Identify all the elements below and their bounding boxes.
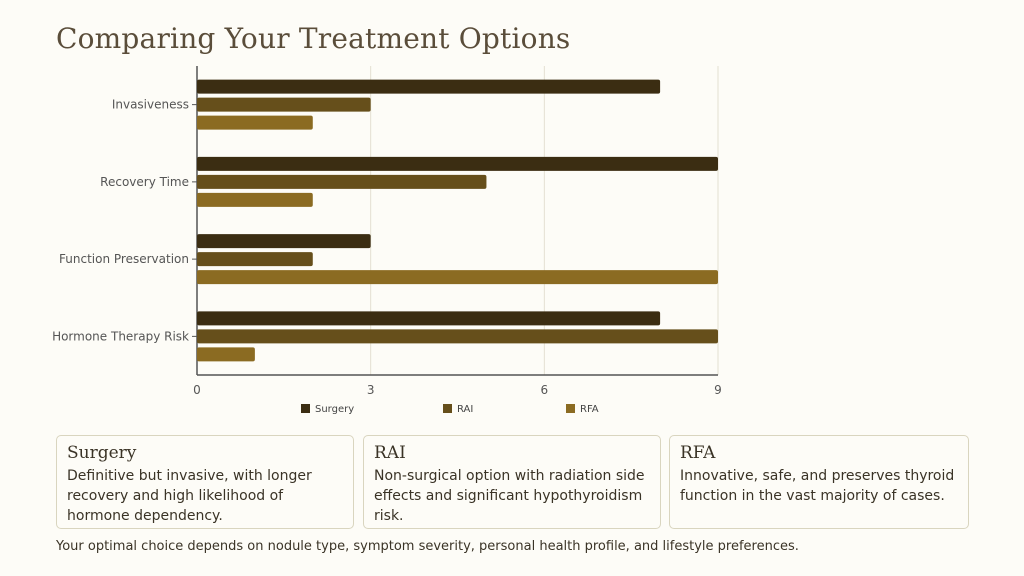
legend-label-surgery: Surgery [315, 404, 354, 415]
legend-label-rfa: RFA [580, 404, 599, 415]
card-surgery-text: Definitive but invasive, with longer rec… [67, 468, 312, 524]
bar-surgery-recovery-time [197, 156, 718, 171]
bar-surgery-function-preservation [197, 234, 371, 249]
bar-rai-invasiveness [197, 97, 371, 112]
x-tick-label-9: 9 [714, 383, 722, 397]
legend-label-rai: RAI [457, 404, 473, 415]
card-rai-title: RAI [374, 443, 406, 463]
footer-note: Your optimal choice depends on nodule ty… [56, 539, 799, 554]
x-tick-label-6: 6 [541, 383, 549, 397]
bar-surgery-invasiveness [197, 79, 661, 94]
card-rfa-title: RFA [680, 443, 716, 463]
card-rfa-text: Innovative, safe, and preserves thyroid … [680, 468, 955, 504]
category-label-hormone-therapy-risk: Hormone Therapy Risk [52, 329, 189, 343]
category-label-recovery-time: Recovery Time [100, 175, 189, 189]
x-tick-label-0: 0 [193, 383, 201, 397]
treatment-cards: Surgery Definitive but invasive, with lo… [56, 435, 969, 529]
bar-rfa-hormone-therapy-risk [197, 347, 255, 362]
bar-rai-hormone-therapy-risk [197, 329, 718, 344]
card-rai: RAI Non-surgical option with radiation s… [363, 435, 661, 529]
bar-surgery-hormone-therapy-risk [197, 311, 661, 326]
bar-rai-recovery-time [197, 174, 487, 189]
card-rfa: RFA Innovative, safe, and preserves thyr… [669, 435, 969, 529]
bar-rfa-function-preservation [197, 270, 718, 285]
bar-rai-function-preservation [197, 252, 313, 267]
card-surgery-title: Surgery [67, 443, 137, 463]
category-label-function-preservation: Function Preservation [59, 252, 189, 266]
card-rai-text: Non-surgical option with radiation side … [374, 468, 645, 524]
bar-rfa-invasiveness [197, 115, 313, 130]
legend-swatch-rai [443, 404, 452, 413]
legend-swatch-surgery [301, 404, 310, 413]
bar-rfa-recovery-time [197, 192, 313, 207]
legend-swatch-rfa [566, 404, 575, 413]
page-title: Comparing Your Treatment Options [56, 22, 571, 55]
x-tick-label-3: 3 [367, 383, 375, 397]
card-surgery: Surgery Definitive but invasive, with lo… [56, 435, 354, 529]
category-label-invasiveness: Invasiveness [112, 98, 189, 112]
treatment-comparison-chart: 0 3 6 9 Invasiveness Recovery Time Function Pr… [52, 66, 722, 415]
